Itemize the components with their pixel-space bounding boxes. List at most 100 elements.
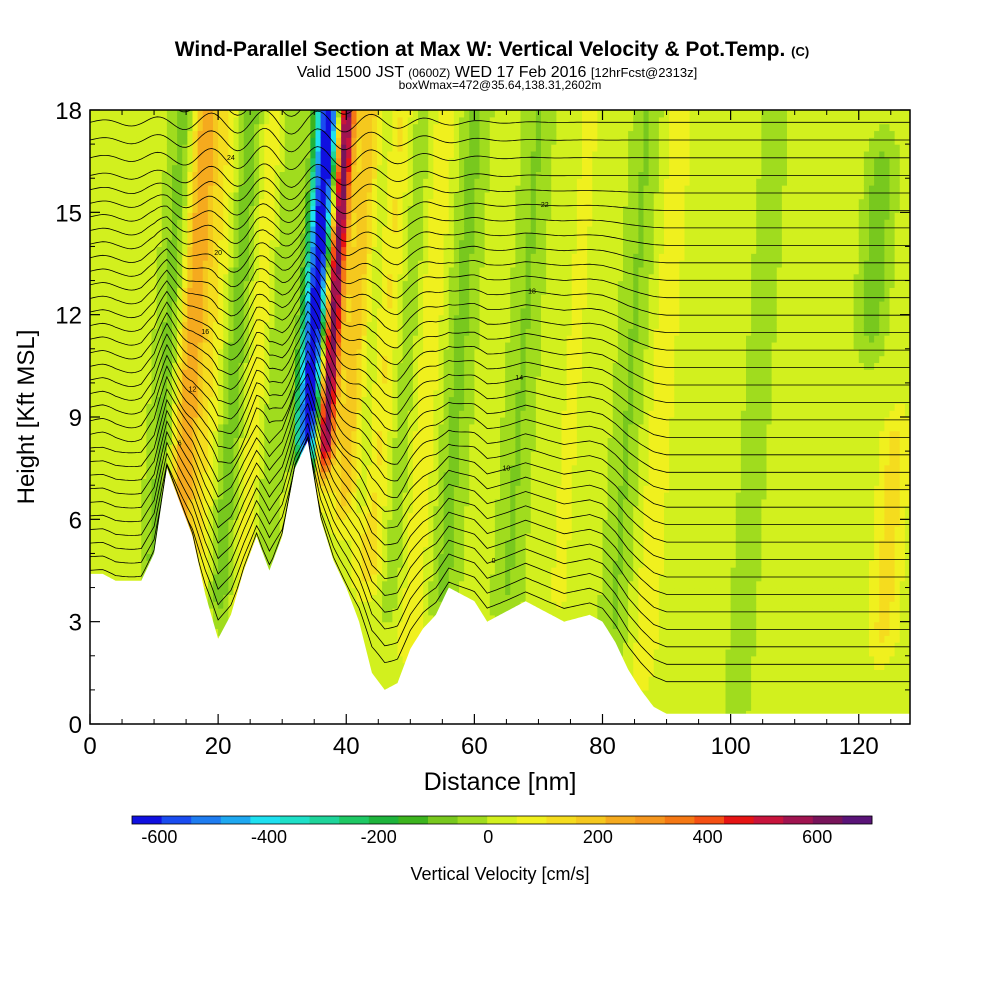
field-cell: [228, 307, 235, 316]
field-cell: [90, 417, 96, 425]
field-cell: [110, 348, 117, 357]
field-cell: [207, 137, 214, 145]
field-cell: [223, 212, 229, 220]
field-cell: [151, 382, 158, 391]
field-cell: [105, 212, 112, 220]
field-cell: [341, 560, 347, 568]
field-cell: [197, 191, 204, 200]
field-cell: [207, 546, 214, 555]
field-cell: [120, 144, 127, 152]
field-cell: [279, 376, 286, 384]
field-cell: [110, 498, 117, 507]
field-cell: [233, 328, 240, 336]
field-cell: [182, 287, 188, 295]
field-cell: [120, 294, 127, 302]
field-cell: [207, 273, 214, 282]
field-cell: [197, 164, 204, 172]
field-cell: [243, 492, 250, 500]
field-cell: [341, 171, 347, 179]
field-cell: [269, 519, 276, 527]
field-cell: [166, 328, 173, 336]
field-cell: [315, 396, 322, 404]
field-cell: [341, 573, 347, 582]
field-cell: [110, 280, 117, 288]
field-cell: [95, 526, 101, 534]
field-cell: [274, 123, 281, 132]
field-cell: [305, 205, 311, 213]
field-cell: [105, 464, 112, 473]
field-cell: [146, 266, 153, 275]
field-cell: [243, 355, 250, 364]
field-cell: [182, 457, 188, 466]
field-cell: [90, 301, 96, 309]
field-cell: [213, 321, 219, 329]
field-cell: [146, 198, 153, 207]
field-cell: [371, 451, 378, 459]
field-cell: [310, 260, 317, 268]
field-cell: [100, 539, 106, 548]
field-cell: [182, 410, 188, 418]
field-cell: [233, 362, 240, 370]
field-cell: [320, 185, 327, 193]
field-cell: [187, 307, 194, 316]
field-cell: [136, 341, 142, 350]
field-cell: [218, 478, 224, 486]
field-cell: [90, 539, 96, 548]
field-cell: [105, 369, 112, 377]
field-cell: [295, 130, 301, 138]
field-cell: [243, 260, 250, 268]
field-cell: [336, 110, 342, 118]
field-cell: [141, 464, 147, 473]
field-cell: [223, 301, 229, 309]
field-cell: [192, 198, 199, 207]
field-cell: [330, 185, 337, 193]
field-cell: [156, 478, 163, 486]
field-cell: [274, 362, 281, 370]
field-cell: [120, 389, 127, 398]
field-cell: [361, 123, 368, 132]
field-cell: [110, 505, 117, 514]
field-cell: [90, 123, 96, 132]
field-cell: [182, 130, 188, 138]
field-cell: [166, 314, 173, 323]
field-cell: [172, 301, 178, 309]
field-cell: [192, 505, 199, 514]
field-cell: [233, 457, 240, 466]
field-cell: [207, 608, 214, 616]
field-cell: [90, 526, 96, 534]
field-cell: [136, 573, 142, 582]
field-cell: [325, 266, 332, 275]
field-cell: [218, 212, 224, 220]
field-cell: [320, 471, 327, 479]
field-cell: [295, 321, 301, 329]
field-cell: [136, 191, 142, 200]
field-cell: [264, 287, 270, 295]
field-cell: [371, 567, 378, 575]
field-cell: [105, 485, 112, 493]
field-cell: [115, 191, 122, 200]
field-cell: [110, 178, 117, 186]
field-cell: [120, 178, 127, 186]
field-cell: [177, 130, 183, 138]
field-cell: [182, 294, 188, 302]
field-cell: [151, 185, 158, 193]
field-cell: [187, 355, 194, 364]
field-cell: [341, 191, 347, 200]
field-cell: [361, 164, 368, 172]
field-cell: [141, 369, 147, 377]
field-cell: [187, 266, 194, 275]
field-cell: [351, 321, 358, 329]
field-cell: [207, 123, 214, 132]
field-cell: [320, 430, 327, 439]
field-cell: [274, 444, 281, 452]
field-cell: [295, 355, 301, 364]
field-cell: [192, 137, 199, 145]
field-cell: [131, 280, 137, 288]
field-cell: [141, 505, 147, 514]
field-cell: [315, 294, 322, 302]
field-cell: [279, 451, 286, 459]
field-cell: [223, 355, 229, 364]
field-cell: [95, 280, 101, 288]
field-cell: [336, 567, 342, 575]
field-cell: [120, 485, 127, 493]
